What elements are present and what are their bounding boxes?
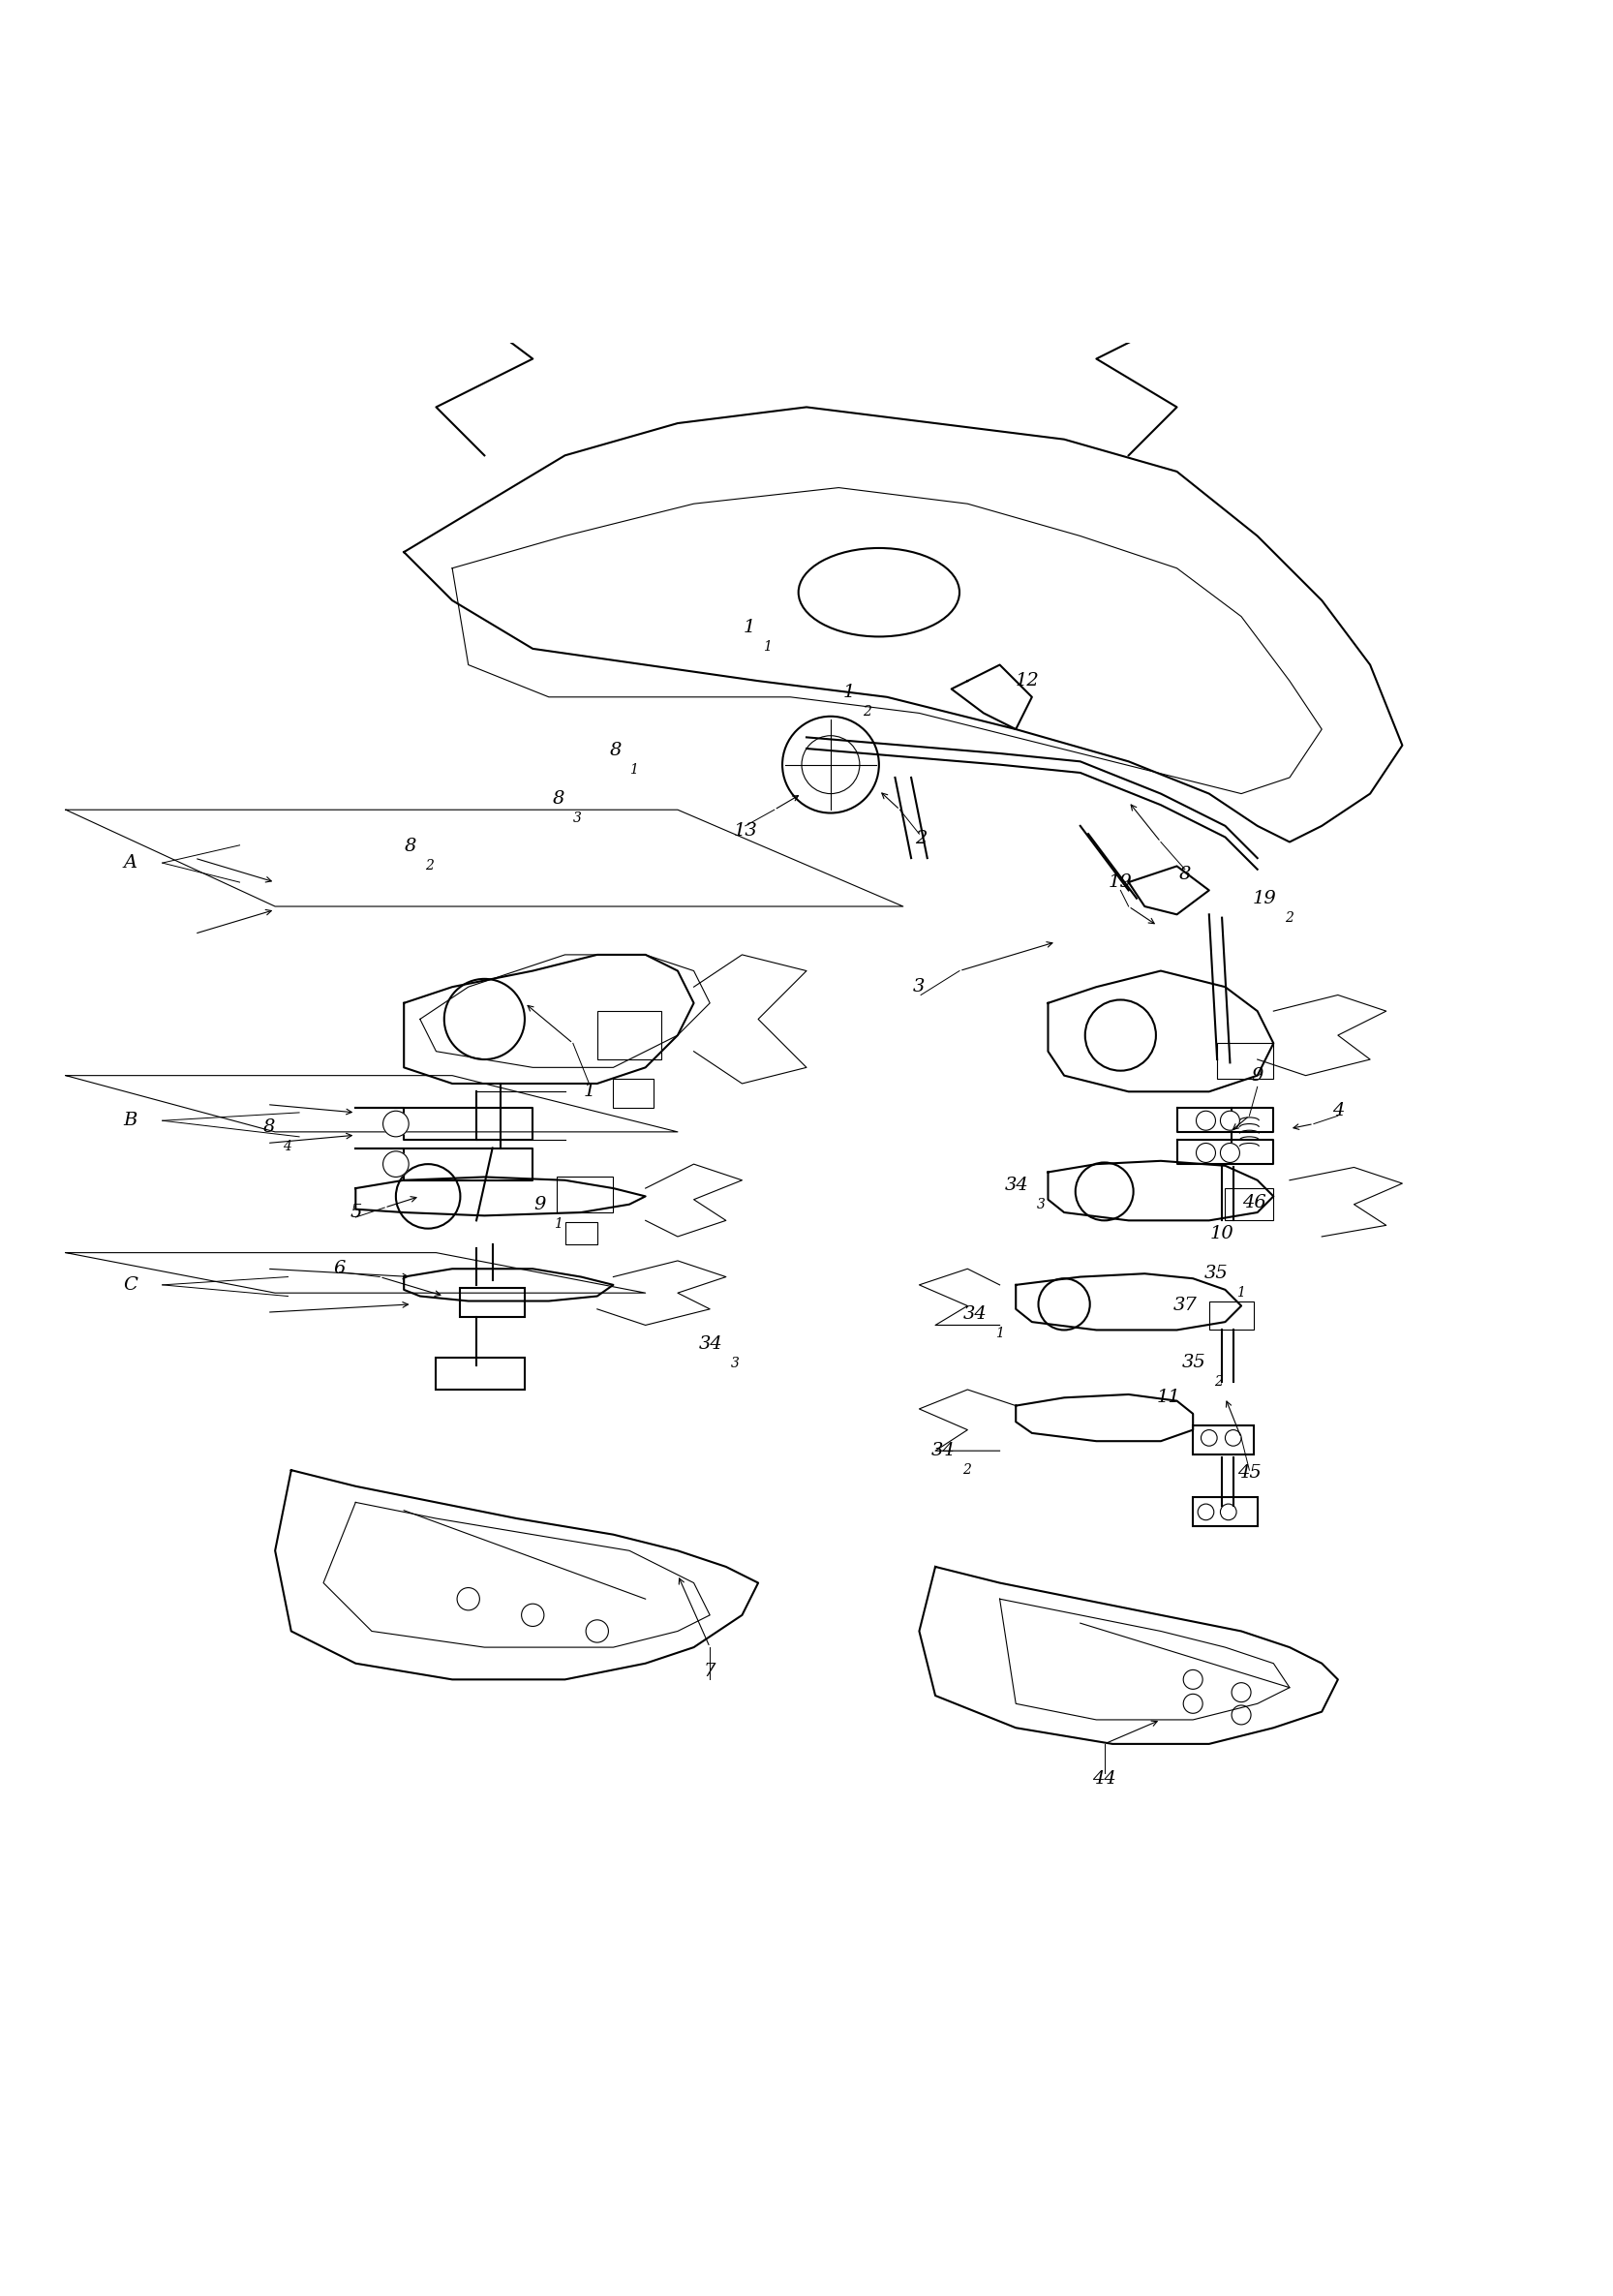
Text: 9: 9 [534,1196,545,1212]
Bar [1194,1426,1255,1453]
Text: 1: 1 [995,1327,1003,1341]
Bar [597,1010,661,1058]
Text: 3: 3 [913,978,926,996]
Text: 1: 1 [553,1217,563,1231]
Text: 11: 11 [1157,1389,1181,1407]
Bar [1210,1302,1255,1329]
Circle shape [382,1111,408,1137]
Text: A: A [123,854,137,872]
Text: 8: 8 [610,742,621,760]
Text: 10: 10 [1210,1224,1234,1242]
Text: 2: 2 [424,859,434,872]
Text: 44: 44 [1092,1770,1116,1789]
Circle shape [1221,1143,1240,1162]
Text: C: C [123,1277,137,1293]
Text: 1: 1 [763,641,771,654]
Text: 19: 19 [1108,872,1132,891]
Text: 5: 5 [350,1203,361,1221]
Text: 3: 3 [573,810,582,824]
Text: 2: 2 [963,1463,971,1476]
Text: 8: 8 [263,1118,276,1137]
Text: 34: 34 [1005,1176,1029,1194]
Text: 7: 7 [703,1662,716,1681]
Text: 3: 3 [731,1357,739,1371]
Text: 1: 1 [629,762,639,776]
Text: 9: 9 [1252,1068,1263,1084]
Text: 35: 35 [1205,1265,1229,1283]
Text: 8: 8 [553,790,565,808]
Text: 1: 1 [584,1084,595,1100]
Text: 2: 2 [915,831,927,847]
Bar [556,1178,613,1212]
Circle shape [382,1150,408,1178]
Bar [1226,1189,1274,1221]
Text: 1: 1 [844,684,855,700]
Text: 19: 19 [1253,889,1277,907]
Circle shape [1197,1111,1216,1130]
Text: B: B [123,1111,137,1130]
Bar [613,1079,653,1107]
Text: 2: 2 [863,705,871,719]
Text: 2: 2 [1286,912,1294,925]
Text: 37: 37 [1173,1297,1197,1316]
Text: 8: 8 [1179,866,1190,884]
Text: 2: 2 [1215,1375,1223,1389]
Circle shape [1197,1143,1216,1162]
Text: 34: 34 [963,1304,987,1322]
Bar [460,1288,524,1318]
Text: 4: 4 [284,1139,292,1153]
Text: 1: 1 [744,620,755,636]
Bar [565,1221,597,1244]
Text: 12: 12 [1015,673,1039,689]
Text: 6: 6 [334,1261,345,1277]
Bar [1218,1042,1274,1079]
Text: 35: 35 [1182,1355,1207,1371]
Text: 1: 1 [1237,1286,1245,1300]
Text: 4: 4 [1332,1102,1344,1120]
Text: 45: 45 [1237,1465,1261,1481]
Text: 34: 34 [698,1336,723,1352]
Bar [436,1357,524,1389]
Circle shape [1221,1111,1240,1130]
Text: 3: 3 [1037,1199,1045,1212]
Text: 34: 34 [931,1442,955,1460]
Text: 46: 46 [1242,1194,1266,1212]
Text: 8: 8 [405,838,416,856]
Text: 13: 13 [734,822,756,840]
Bar [1194,1497,1258,1527]
